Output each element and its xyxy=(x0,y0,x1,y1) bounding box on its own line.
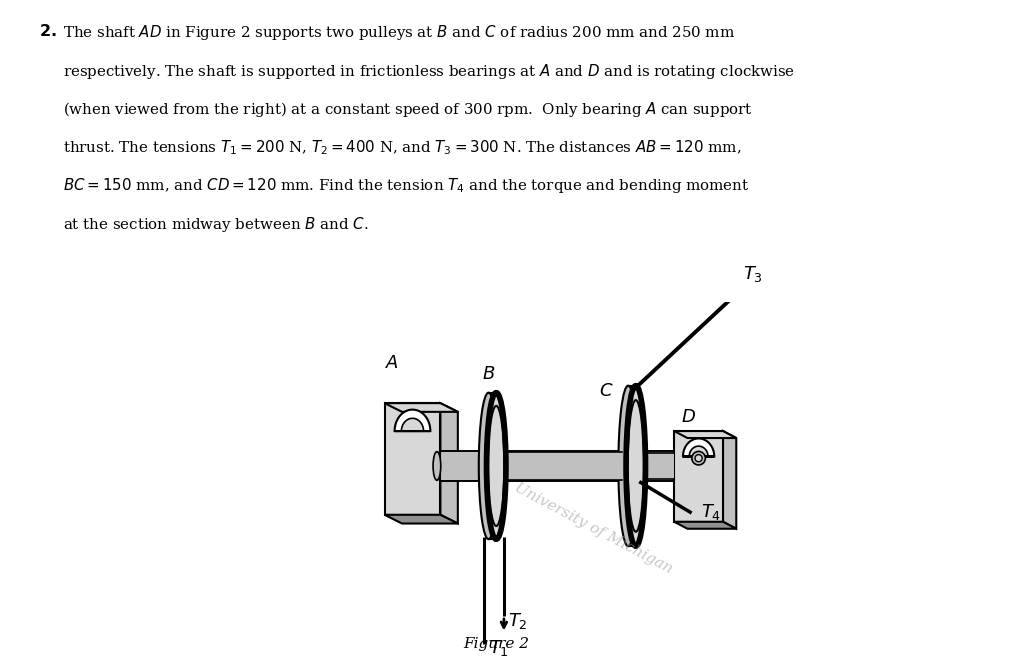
Polygon shape xyxy=(385,515,458,523)
Text: $C$: $C$ xyxy=(599,382,613,400)
Text: $B$: $B$ xyxy=(482,365,496,382)
Text: University of Michigan: University of Michigan xyxy=(512,481,676,576)
Polygon shape xyxy=(674,522,736,529)
Text: $T_2$: $T_2$ xyxy=(508,611,527,631)
Polygon shape xyxy=(385,403,440,515)
Polygon shape xyxy=(394,409,430,431)
Text: at the section midway between $B$ and $C$.: at the section midway between $B$ and $C… xyxy=(63,215,369,234)
Circle shape xyxy=(692,452,706,465)
Polygon shape xyxy=(689,446,708,456)
Ellipse shape xyxy=(618,386,638,546)
Text: $\mathbf{2.}$: $\mathbf{2.}$ xyxy=(39,23,56,40)
Ellipse shape xyxy=(479,393,499,539)
Text: (when viewed from the right) at a constant speed of 300 rpm.  Only bearing $A$ c: (when viewed from the right) at a consta… xyxy=(63,100,754,119)
Text: $T_1$: $T_1$ xyxy=(489,637,509,658)
Polygon shape xyxy=(636,453,674,479)
Text: thrust. The tensions $T_1 = 200$ N, $T_2 = 400$ N, and $T_3 = 300$ N. The distan: thrust. The tensions $T_1 = 200$ N, $T_2… xyxy=(63,138,742,157)
Polygon shape xyxy=(497,452,622,480)
Polygon shape xyxy=(401,418,424,431)
Polygon shape xyxy=(440,403,458,523)
Ellipse shape xyxy=(486,393,506,539)
Polygon shape xyxy=(426,452,681,480)
Text: $T_3$: $T_3$ xyxy=(743,264,763,284)
Text: The shaft $AD$ in Figure 2 supports two pulleys at $B$ and $C$ of radius 200 mm : The shaft $AD$ in Figure 2 supports two … xyxy=(63,23,735,42)
Polygon shape xyxy=(674,431,723,522)
Ellipse shape xyxy=(433,452,440,480)
Ellipse shape xyxy=(626,386,645,546)
Text: respectively. The shaft is supported in frictionless bearings at $A$ and $D$ and: respectively. The shaft is supported in … xyxy=(63,62,796,81)
Text: $BC = 150$ mm, and $CD = 120$ mm. Find the tension $T_4$ and the torque and bend: $BC = 150$ mm, and $CD = 120$ mm. Find t… xyxy=(63,176,750,195)
Text: $D$: $D$ xyxy=(681,409,696,426)
Polygon shape xyxy=(674,431,736,438)
Polygon shape xyxy=(683,438,714,456)
Circle shape xyxy=(695,455,702,462)
Polygon shape xyxy=(385,403,458,412)
Polygon shape xyxy=(488,393,497,395)
Text: Figure 2: Figure 2 xyxy=(464,637,529,651)
Text: $A$: $A$ xyxy=(385,354,398,372)
Text: $T_4$: $T_4$ xyxy=(701,501,722,521)
Polygon shape xyxy=(723,431,736,529)
